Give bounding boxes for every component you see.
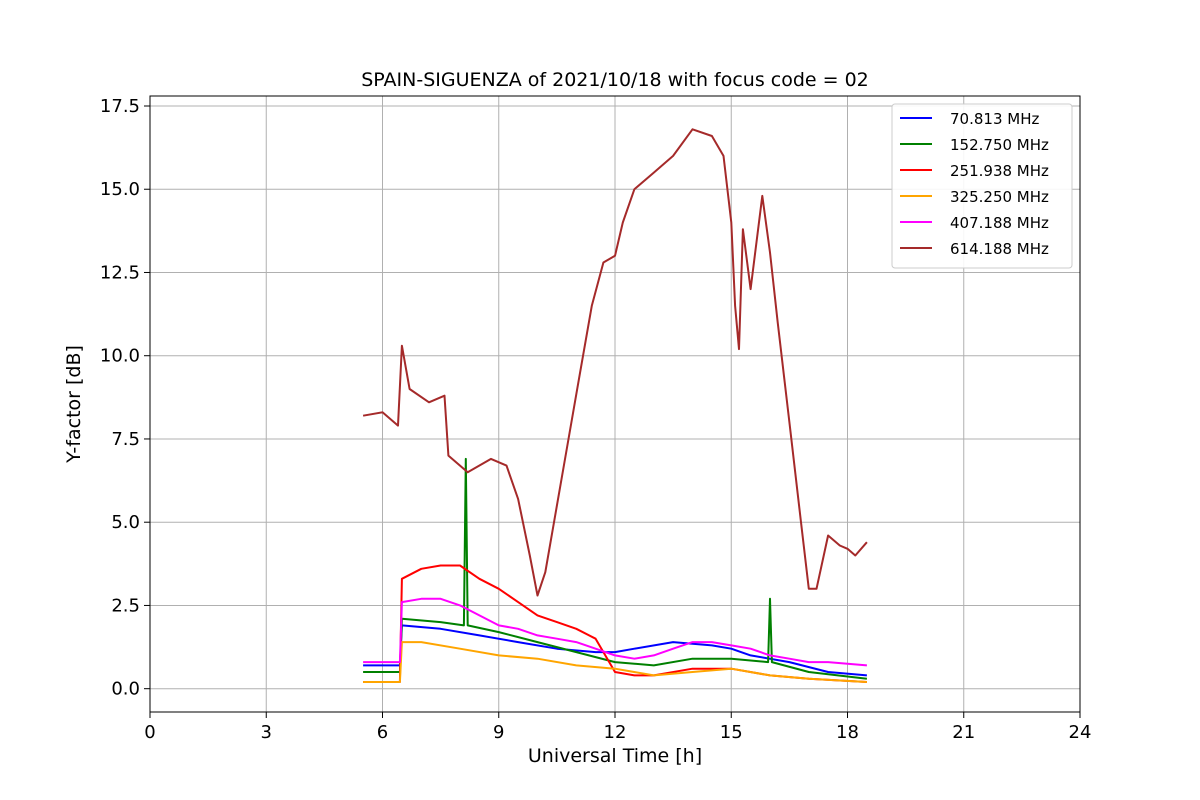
legend: 70.813 MHz 152.750 MHz 251.938 MHz 325.250 … [891, 103, 1073, 269]
y-tick-label: 7.5 [111, 429, 140, 450]
legend-label: 407.188 MHz [950, 214, 1049, 232]
y-tick-label: 12.5 [100, 262, 140, 283]
series-line-2 [363, 564, 867, 683]
y-tick-label: 10.0 [100, 346, 140, 367]
x-tick-label: 0 [144, 722, 155, 743]
x-tick-label: 21 [952, 722, 975, 743]
x-tick-label: 9 [493, 722, 504, 743]
y-tick-label: 5.0 [111, 512, 140, 533]
grid-lines [149, 96, 1081, 712]
x-tick-label: 24 [1069, 722, 1092, 743]
legend-box [891, 103, 1073, 269]
x-tick-label: 6 [377, 722, 388, 743]
x-tick-label: 15 [720, 722, 743, 743]
series-line-3 [363, 641, 867, 683]
legend-label: 251.938 MHz [950, 162, 1049, 180]
x-tick-label: 3 [261, 722, 272, 743]
legend-label: 152.750 MHz [950, 136, 1049, 154]
legend-label: 614.188 MHz [950, 240, 1049, 258]
y-tick-label: 2.5 [111, 595, 140, 616]
y-axis-label: Y-factor [dB] [63, 345, 85, 464]
legend-label: 70.813 MHz [950, 110, 1039, 128]
y-tick-label: 0.0 [111, 679, 140, 700]
series-line-4 [363, 597, 867, 667]
chart-title: SPAIN-SIGUENZA of 2021/10/18 with focus … [361, 69, 869, 91]
axis-ticks: 0 3 6 9 12 15 18 21 24 0.0 2.5 5.0 7.5 10.0 12.5 15.0 17… [100, 96, 1092, 743]
series-line-0 [363, 624, 867, 677]
legend-label: 325.250 MHz [950, 188, 1049, 206]
series-line-5 [362, 128, 868, 597]
series-layer [362, 128, 868, 683]
x-tick-label: 18 [836, 722, 859, 743]
x-axis-label: Universal Time [h] [528, 745, 702, 767]
y-tick-label: 15.0 [100, 179, 140, 200]
x-tick-label: 12 [604, 722, 627, 743]
series-line-1 [363, 457, 868, 680]
y-tick-label: 17.5 [100, 96, 140, 117]
